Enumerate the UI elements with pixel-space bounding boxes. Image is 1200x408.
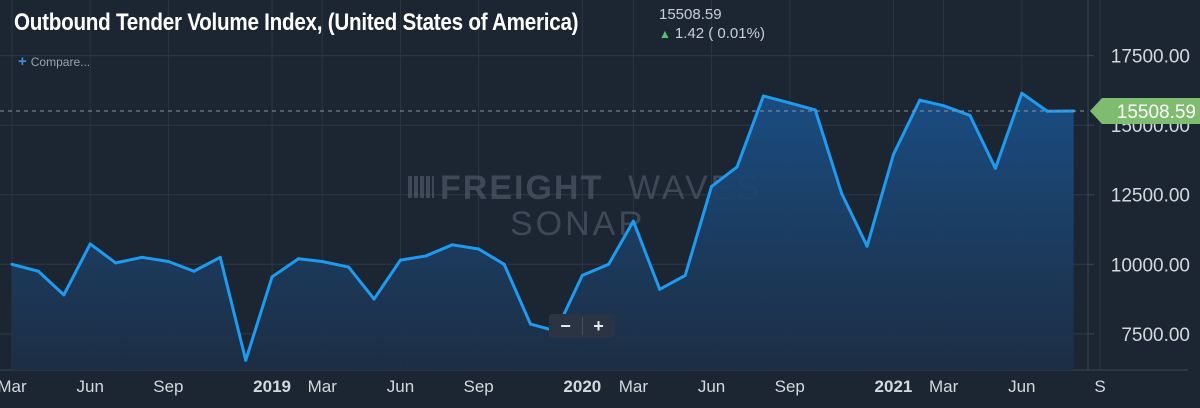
data-point [477,247,481,251]
data-point [296,257,300,261]
last-value-tag [1090,98,1200,125]
data-point [865,244,869,248]
data-point [683,273,687,277]
data-point [607,262,611,266]
last-value-label: 15508.59 [1117,102,1196,123]
data-point [166,260,170,264]
x-tick-label: Mar [619,377,649,396]
data-point [942,104,946,108]
compare-button[interactable]: + Compare... [18,53,90,70]
data-point [88,242,92,246]
price-change: ▲ 1.42 ( 0.01%) [659,25,765,43]
last-value-marker: 15508.59 [0,98,1200,125]
x-tick-label: Sep [775,377,805,396]
zoom-divider [582,317,583,335]
data-point [1020,91,1024,95]
area-fill [12,93,1074,370]
x-tick-label: 2019 [253,377,291,396]
data-point [270,275,274,279]
quote-block: 15508.59 ▲ 1.42 ( 0.01%) [659,6,765,43]
data-point [502,262,506,266]
data-point [140,255,144,259]
data-point [631,219,635,223]
data-point [735,165,739,169]
zoom-in-button[interactable]: + [593,315,604,336]
data-point [424,254,428,258]
data-point [918,98,922,102]
data-point [10,262,14,266]
change-value: 1.42 ( 0.01%) [674,25,765,42]
x-tick-label: S [1094,377,1105,396]
plus-icon: + [18,53,27,70]
zoom-control: − + [549,314,615,338]
data-point [192,269,196,273]
y-tick-label: 17500.00 [1111,47,1190,68]
x-tick-label: 2020 [563,377,601,396]
compare-label: Compare... [30,55,91,69]
up-arrow-icon: ▲ [659,27,671,41]
data-point [1045,109,1049,113]
x-tick-label: Sep [464,377,494,396]
x-tick-label: Mar [0,377,27,396]
data-point [398,258,402,262]
x-axis: Mar Jun Sep 2019 Mar Jun Sep 2020 Mar Jun Sep 2021 M… [0,377,1106,396]
series-line [11,91,1074,362]
watermark-sonar: SONAR [510,205,646,243]
data-point [761,94,765,98]
data-point [320,260,324,264]
x-tick-label: Jun [387,377,414,396]
current-price: 15508.59 [659,6,722,23]
data-point [450,243,454,247]
data-point [244,358,248,362]
data-point [62,293,66,297]
x-tick-label: 2021 [875,377,913,396]
chart-title: Outbound Tender Volume Index, (United St… [14,9,579,36]
data-point [218,255,222,259]
y-tick-label: 7500.00 [1121,325,1190,346]
data-point [840,191,844,195]
data-point [710,184,714,188]
watermark-freight: FREIGHT [440,169,603,207]
data-point [891,152,895,156]
x-tick-label: Sep [153,377,183,396]
title-block: Outbound Tender Volume Index, (United St… [14,6,734,40]
data-point [372,297,376,301]
x-tick-label: Jun [698,377,725,396]
data-point [36,269,40,273]
data-point [968,113,972,117]
data-point [114,261,118,265]
data-point [658,287,662,291]
x-tick-label: Mar [308,377,338,396]
x-tick-label: Jun [76,377,103,396]
data-point [347,265,351,269]
data-point [788,101,792,105]
x-tick-label: Mar [929,377,959,396]
zoom-out-button[interactable]: − [560,315,571,336]
y-tick-label: 10000.00 [1111,255,1190,276]
freightwaves-logo-icon [408,176,434,198]
data-point [993,166,997,170]
data-point [580,273,584,277]
x-tick-label: Jun [1008,377,1035,396]
data-point [529,322,532,326]
y-tick-label: 12500.00 [1111,186,1190,207]
